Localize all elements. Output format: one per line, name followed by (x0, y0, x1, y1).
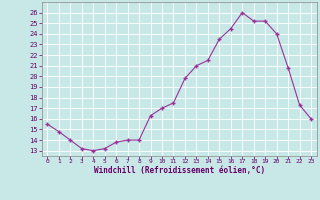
X-axis label: Windchill (Refroidissement éolien,°C): Windchill (Refroidissement éolien,°C) (94, 166, 265, 175)
